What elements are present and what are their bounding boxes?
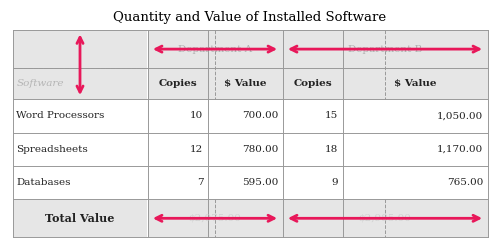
Bar	[148, 68, 208, 99]
Text: Software: Software	[16, 79, 64, 88]
Text: 7: 7	[197, 178, 203, 187]
FancyArrowPatch shape	[291, 215, 479, 221]
Bar	[12, 99, 488, 133]
Text: $2,075.00: $2,075.00	[188, 214, 242, 223]
Text: 595.00: 595.00	[242, 178, 279, 187]
FancyArrowPatch shape	[156, 46, 274, 52]
Bar	[12, 166, 488, 199]
FancyArrowPatch shape	[77, 37, 83, 92]
Text: Quantity and Value of Installed Software: Quantity and Value of Installed Software	[114, 11, 386, 24]
Bar	[208, 68, 282, 99]
Text: Copies: Copies	[158, 79, 197, 88]
Bar	[282, 199, 488, 237]
Bar	[12, 199, 147, 237]
Text: 765.00: 765.00	[447, 178, 484, 187]
Text: Copies: Copies	[293, 79, 332, 88]
Text: 10: 10	[190, 111, 203, 121]
Text: 1,050.00: 1,050.00	[437, 111, 484, 121]
Text: Department B: Department B	[348, 45, 422, 54]
Text: Department A: Department A	[178, 45, 252, 54]
Text: $ Value: $ Value	[394, 79, 436, 88]
Text: Databases: Databases	[16, 178, 71, 187]
Bar	[282, 68, 343, 99]
Text: 700.00: 700.00	[242, 111, 279, 121]
Text: 1,170.00: 1,170.00	[437, 145, 484, 154]
Text: 9: 9	[332, 178, 338, 187]
Bar	[12, 30, 147, 99]
Text: Spreadsheets: Spreadsheets	[16, 145, 88, 154]
Bar	[342, 68, 488, 99]
Text: 12: 12	[190, 145, 203, 154]
Bar	[282, 30, 488, 68]
FancyArrowPatch shape	[291, 46, 479, 52]
Text: $ Value: $ Value	[224, 79, 266, 88]
Text: Word Processors: Word Processors	[16, 111, 105, 121]
Text: Total Value: Total Value	[46, 213, 114, 224]
Bar	[12, 133, 488, 166]
Text: $2,985.00: $2,985.00	[358, 214, 412, 223]
Text: 15: 15	[325, 111, 338, 121]
Text: 18: 18	[325, 145, 338, 154]
FancyArrowPatch shape	[156, 215, 274, 221]
Bar	[148, 199, 282, 237]
Text: 780.00: 780.00	[242, 145, 279, 154]
Bar	[148, 30, 282, 68]
